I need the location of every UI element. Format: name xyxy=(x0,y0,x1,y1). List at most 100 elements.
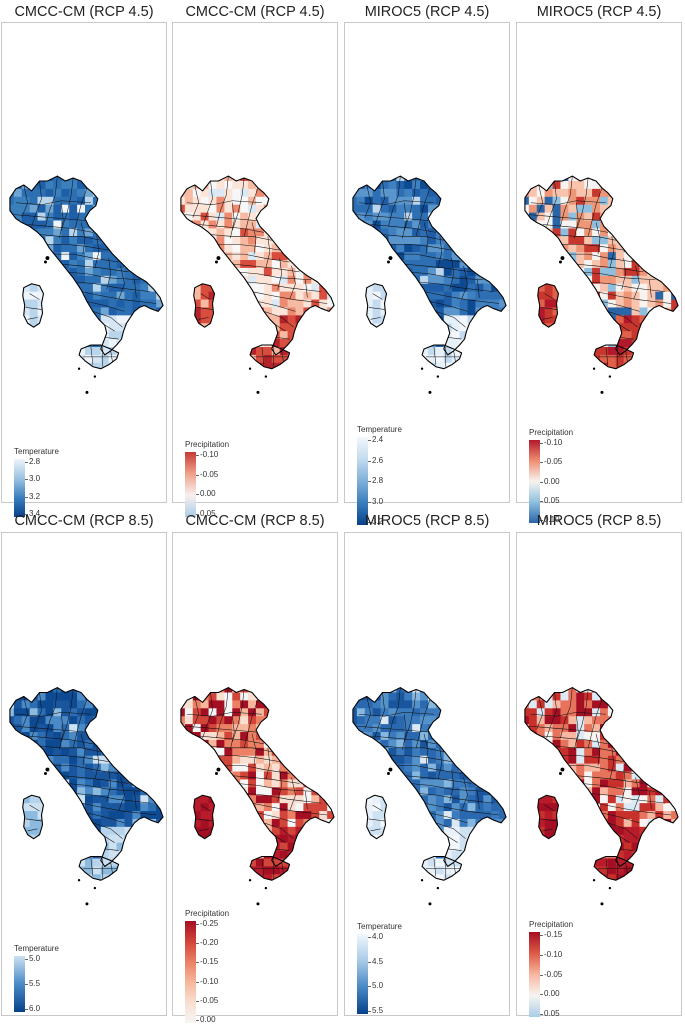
region-cell xyxy=(599,267,609,277)
region-cell xyxy=(396,732,405,741)
region-cell xyxy=(200,260,210,269)
legend-label: 0.00 xyxy=(544,476,560,486)
region-cell xyxy=(388,196,397,206)
region-cell xyxy=(327,795,335,804)
region-cell xyxy=(560,795,569,804)
region-cell xyxy=(507,874,509,882)
region-cell xyxy=(85,882,93,890)
region-cell xyxy=(631,779,641,788)
region-cell xyxy=(507,756,509,764)
region-cell xyxy=(507,260,509,268)
region-cell xyxy=(53,747,62,757)
region-cell xyxy=(319,866,328,875)
region-cell xyxy=(53,176,62,182)
region-cell xyxy=(639,687,649,694)
italy-map xyxy=(524,175,679,394)
province-border xyxy=(416,792,494,804)
region-cell xyxy=(352,323,358,332)
region-cell xyxy=(208,755,218,765)
sardinia-outline xyxy=(22,283,45,328)
region-cell xyxy=(467,244,477,253)
region-cell xyxy=(459,180,469,190)
region-cell xyxy=(584,236,593,245)
province-border xyxy=(394,253,462,263)
region-cell xyxy=(639,196,649,206)
region-cell xyxy=(451,818,461,828)
region-cell xyxy=(263,323,273,332)
region-cell xyxy=(507,205,509,213)
region-cell xyxy=(528,708,538,717)
region-cell xyxy=(140,371,148,379)
region-cell xyxy=(475,339,484,348)
region-cell xyxy=(224,236,233,245)
region-cell xyxy=(352,236,358,245)
region-cell xyxy=(248,283,257,293)
region-cell xyxy=(592,724,601,733)
region-cell xyxy=(148,739,157,749)
region-cell xyxy=(192,687,202,694)
region-cell xyxy=(451,850,461,860)
region-cell xyxy=(192,283,202,293)
region-cell xyxy=(435,307,445,316)
province-border xyxy=(73,792,151,804)
region-cell xyxy=(427,692,437,701)
region-cell xyxy=(216,362,225,369)
region-cell xyxy=(443,687,453,694)
region-cell xyxy=(412,307,421,316)
region-cell xyxy=(396,176,405,182)
region-cell xyxy=(132,700,141,709)
region-cell xyxy=(412,818,421,828)
region-cell xyxy=(13,779,23,788)
region-cell xyxy=(663,354,672,364)
province-border xyxy=(588,792,666,804)
region-cell xyxy=(663,882,671,890)
region-cell xyxy=(287,818,297,828)
region-cell xyxy=(287,180,297,190)
region-cell xyxy=(528,299,538,309)
region-cell xyxy=(528,842,538,852)
region-cell xyxy=(647,228,656,237)
region-cell xyxy=(404,188,413,198)
region-cell xyxy=(256,882,264,890)
region-cell xyxy=(467,732,477,741)
region-cell xyxy=(192,196,202,206)
region-cell xyxy=(599,275,609,285)
region-cell xyxy=(45,283,54,293)
region-cell xyxy=(352,763,358,773)
region-cell xyxy=(61,299,70,309)
region-cell xyxy=(116,747,126,757)
region-cell xyxy=(156,176,164,182)
region-cell xyxy=(647,176,656,182)
region-cell xyxy=(9,771,15,781)
region-cell xyxy=(108,700,118,709)
region-cell xyxy=(671,228,679,237)
region-cell xyxy=(240,188,249,198)
region-cell xyxy=(380,874,390,881)
region-cell xyxy=(529,371,537,379)
region-cell xyxy=(287,331,297,340)
region-cell xyxy=(200,826,210,836)
region-cell xyxy=(451,331,461,340)
region-cell xyxy=(356,188,366,198)
region-cell xyxy=(208,180,218,190)
region-cell xyxy=(100,204,110,214)
region-cell xyxy=(45,196,54,206)
region-cell xyxy=(9,331,15,340)
region-cell xyxy=(296,882,304,890)
region-cell xyxy=(475,244,484,253)
region-cell xyxy=(528,795,538,804)
region-cell xyxy=(100,787,110,796)
region-cell xyxy=(356,874,366,881)
region-cell xyxy=(148,315,157,324)
region-cell xyxy=(560,787,569,796)
region-cell xyxy=(499,188,507,198)
region-cell xyxy=(232,834,241,844)
region-cell xyxy=(77,858,86,867)
region-cell xyxy=(124,196,134,206)
region-cell xyxy=(560,842,569,852)
region-cell xyxy=(132,299,141,309)
region-cell xyxy=(164,748,166,756)
region-cell xyxy=(319,180,328,190)
region-cell xyxy=(607,795,617,804)
region-cell xyxy=(108,858,118,867)
